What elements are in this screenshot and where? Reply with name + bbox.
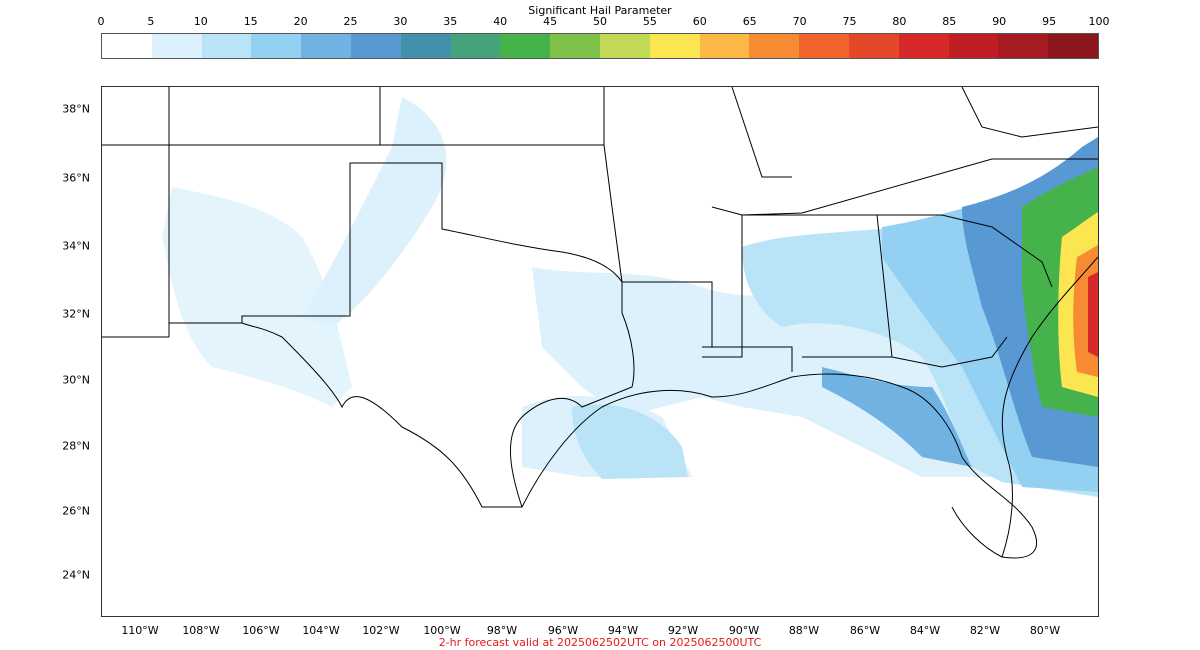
colorbar-tick-label: 55 xyxy=(642,15,657,28)
colorbar-tick-label: 80 xyxy=(892,15,907,28)
colorbar-tick-label: 25 xyxy=(343,15,358,28)
lat-label: 38°N xyxy=(62,102,90,116)
colorbar-segment xyxy=(201,34,252,58)
state-boundaries xyxy=(102,87,1098,508)
lat-label: 26°N xyxy=(62,504,90,518)
colorbar-tick-label: 10 xyxy=(193,15,208,28)
colorbar-tick-label: 20 xyxy=(293,15,308,28)
lon-label: 106°W xyxy=(242,624,280,637)
colorbar-tick-label: 70 xyxy=(792,15,807,28)
lon-label: 108°W xyxy=(182,624,220,637)
field-area-light xyxy=(162,187,352,407)
field-area-red xyxy=(1088,272,1098,357)
colorbar-tick-label: 40 xyxy=(493,15,508,28)
colorbar-tick-label: 15 xyxy=(243,15,258,28)
lon-label: 102°W xyxy=(362,624,400,637)
lon-label: 82°W xyxy=(969,624,1001,637)
lon-label: 96°W xyxy=(547,624,579,637)
colorbar xyxy=(101,33,1099,59)
hail-field-shading xyxy=(162,97,1098,497)
colorbar-tick-label: 5 xyxy=(147,15,155,28)
colorbar-tick-label: 75 xyxy=(842,15,857,28)
colorbar-segment xyxy=(350,34,401,58)
colorbar-segment xyxy=(699,34,750,58)
lat-label: 36°N xyxy=(62,171,90,185)
colorbar-segment xyxy=(998,34,1049,58)
lon-label: 94°W xyxy=(607,624,639,637)
lon-label: 88°W xyxy=(788,624,820,637)
colorbar-segment xyxy=(848,34,899,58)
colorbar-segment xyxy=(301,34,351,58)
colorbar-tick-labels: 0 5 10 15 20 25 30 35 40 45 50 55 60 65 70 75 80 85 90 95 10… xyxy=(0,15,1200,31)
colorbar-segment xyxy=(948,34,999,58)
colorbar-tick-label: 100 xyxy=(1088,15,1110,28)
forecast-valid-time: 2-hr forecast valid at 2025062502UTC on … xyxy=(438,636,762,649)
coastline xyxy=(521,256,1098,559)
colorbar-tick-label: 45 xyxy=(543,15,558,28)
colorbar-segment xyxy=(400,34,451,58)
lon-label: 100°W xyxy=(423,624,461,637)
colorbar-segment xyxy=(251,34,302,58)
colorbar-tick-label: 0 xyxy=(97,15,105,28)
colorbar-segment xyxy=(599,34,650,58)
map-canvas xyxy=(102,87,1098,559)
field-area-mid xyxy=(572,404,688,479)
lat-label: 28°N xyxy=(62,439,90,453)
lon-label: 110°W xyxy=(121,624,159,637)
lon-label: 84°W xyxy=(909,624,941,637)
colorbar-tick-label: 50 xyxy=(593,15,607,28)
colorbar-tick-label: 95 xyxy=(1042,15,1057,28)
lat-label: 24°N xyxy=(62,568,90,582)
lon-label: 86°W xyxy=(849,624,881,637)
lat-label: 32°N xyxy=(62,307,90,321)
colorbar-segment xyxy=(151,34,202,58)
colorbar-segment xyxy=(898,34,949,58)
colorbar-segment xyxy=(799,34,849,58)
lon-label: 98°W xyxy=(486,624,518,637)
lon-label: 80°W xyxy=(1029,624,1061,637)
colorbar-tick-label: 90 xyxy=(992,15,1007,28)
colorbar-title: Significant Hail Parameter xyxy=(528,4,672,17)
lat-label: 34°N xyxy=(62,239,90,253)
colorbar-segment xyxy=(649,34,700,58)
lat-label: 30°N xyxy=(62,373,90,387)
field-area-blue xyxy=(822,367,972,467)
colorbar-segment xyxy=(1048,34,1098,58)
colorbar-tick-label: 60 xyxy=(692,15,707,28)
colorbar-segment xyxy=(550,34,600,58)
colorbar-tick-label: 65 xyxy=(742,15,757,28)
map-panel[interactable] xyxy=(101,86,1099,617)
colorbar-tick-label: 30 xyxy=(393,15,408,28)
colorbar-segment xyxy=(749,34,800,58)
colorbar-segment xyxy=(450,34,501,58)
lon-label: 104°W xyxy=(302,624,340,637)
colorbar-segment xyxy=(102,34,152,58)
colorbar-tick-label: 35 xyxy=(443,15,458,28)
field-area-light xyxy=(302,97,447,327)
lon-label: 92°W xyxy=(667,624,699,637)
colorbar-tick-label: 85 xyxy=(942,15,957,28)
lon-label: 90°W xyxy=(728,624,760,637)
colorbar-segment xyxy=(500,34,551,58)
